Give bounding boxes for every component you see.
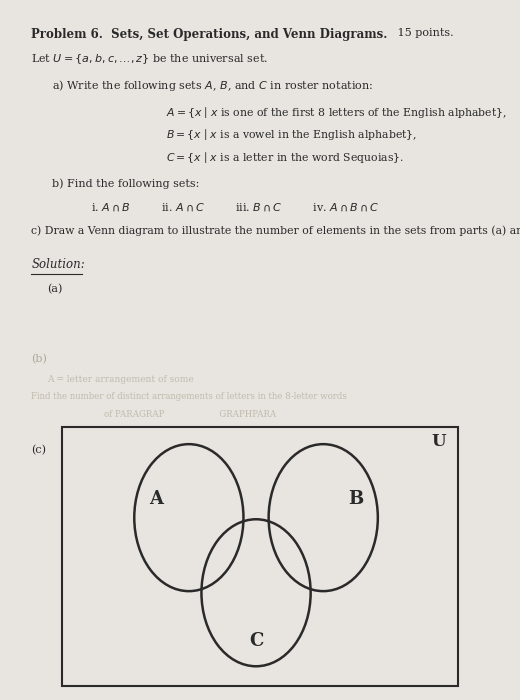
Text: $A = \{x \mid x$ is one of the first 8 letters of the English alphabet$\}$,: $A = \{x \mid x$ is one of the first 8 l… [166, 105, 508, 120]
Text: Problem 6.  Sets, Set Operations, and Venn Diagrams.: Problem 6. Sets, Set Operations, and Ven… [31, 28, 387, 41]
Text: 15 points.: 15 points. [394, 28, 454, 38]
Text: (a): (a) [47, 284, 62, 294]
Text: $C = \{x \mid x$ is a letter in the word Sequoias$\}$.: $C = \{x \mid x$ is a letter in the word… [166, 150, 405, 164]
Text: Let $U = \{a, b, c, \ldots, z\}$ be the universal set.: Let $U = \{a, b, c, \ldots, z\}$ be the … [31, 52, 268, 66]
Text: A = letter arrangement of some: A = letter arrangement of some [47, 374, 193, 384]
Text: B: B [348, 490, 363, 508]
Text: i. $A\cap B$         ii. $A\cap C$         iii. $B\cap C$         iv. $A\cap B\c: i. $A\cap B$ ii. $A\cap C$ iii. $B\cap C… [91, 201, 380, 213]
Text: (b): (b) [31, 354, 47, 364]
Text: (c): (c) [31, 444, 46, 455]
Text: C: C [249, 631, 263, 650]
Text: b) Find the following sets:: b) Find the following sets: [52, 178, 199, 189]
Text: Find the number of distinct arrangements of letters in the 8-letter words: Find the number of distinct arrangements… [31, 392, 347, 401]
Text: $B = \{x \mid x$ is a vowel in the English alphabet$\}$,: $B = \{x \mid x$ is a vowel in the Engli… [166, 127, 418, 142]
Bar [62, 427, 458, 686]
Text: of PARAGRAP                    GRAPHPARA: of PARAGRAP GRAPHPARA [104, 410, 276, 419]
Text: A: A [149, 490, 163, 508]
Text: a) Write the following sets $A$, $B$, and $C$ in roster notation:: a) Write the following sets $A$, $B$, an… [52, 78, 373, 93]
Text: c) Draw a Venn diagram to illustrate the number of elements in the sets from par: c) Draw a Venn diagram to illustrate the… [31, 225, 520, 236]
Text: U: U [432, 433, 446, 449]
Text: Solution:: Solution: [31, 258, 85, 271]
